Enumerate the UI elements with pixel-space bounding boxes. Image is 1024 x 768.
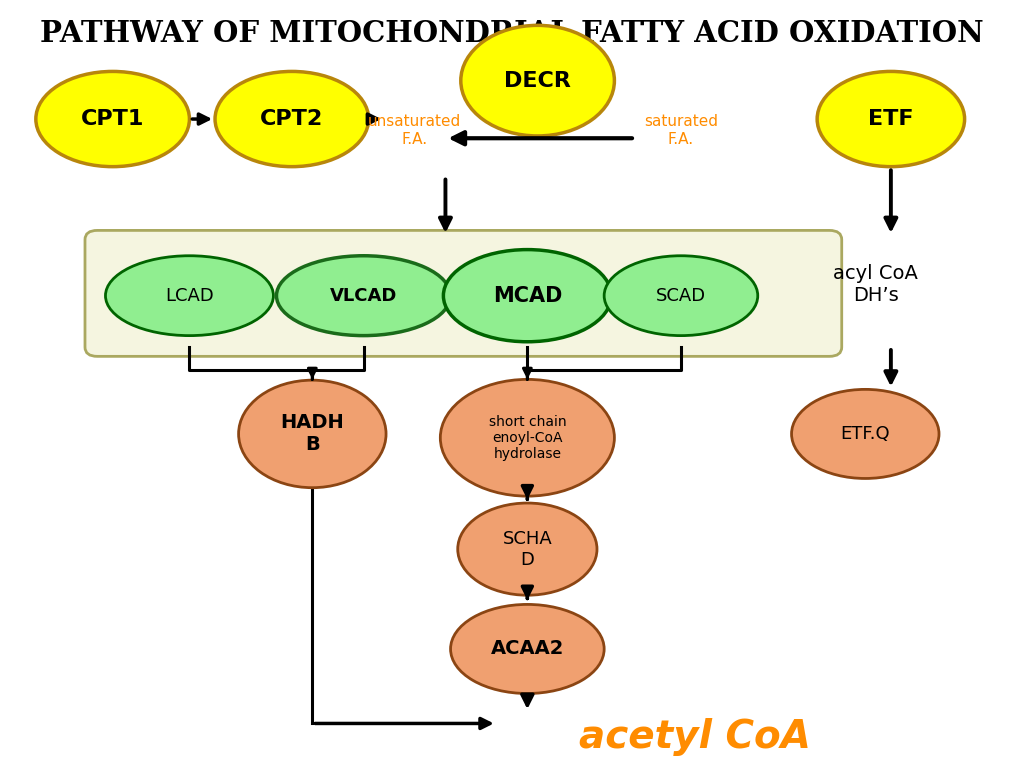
Text: ETF.Q: ETF.Q [841,425,890,443]
Text: acyl CoA
DH’s: acyl CoA DH’s [834,263,918,305]
Ellipse shape [440,379,614,496]
Ellipse shape [36,71,189,167]
Text: short chain
enoyl-CoA
hydrolase: short chain enoyl-CoA hydrolase [488,415,566,461]
Text: CPT2: CPT2 [260,109,324,129]
Ellipse shape [458,503,597,595]
Ellipse shape [461,25,614,136]
Ellipse shape [443,250,611,342]
Text: SCHA
D: SCHA D [503,530,552,568]
Text: saturated
F.A.: saturated F.A. [644,114,718,147]
Text: SCAD: SCAD [656,286,706,305]
Text: HADH
B: HADH B [281,413,344,455]
Text: VLCAD: VLCAD [330,286,397,305]
FancyBboxPatch shape [85,230,842,356]
Text: PATHWAY OF MITOCHONDRIAL FATTY ACID OXIDATION: PATHWAY OF MITOCHONDRIAL FATTY ACID OXID… [40,19,984,48]
Ellipse shape [105,256,273,336]
Ellipse shape [817,71,965,167]
Text: LCAD: LCAD [165,286,214,305]
Text: ETF: ETF [868,109,913,129]
Ellipse shape [239,380,386,488]
Ellipse shape [792,389,939,478]
Text: CPT1: CPT1 [81,109,144,129]
Text: MCAD: MCAD [493,286,562,306]
Text: unsaturated
F.A.: unsaturated F.A. [368,114,462,147]
Ellipse shape [451,604,604,694]
Text: ACAA2: ACAA2 [490,640,564,658]
Ellipse shape [604,256,758,336]
Ellipse shape [215,71,369,167]
Text: DECR: DECR [504,71,571,91]
Text: acetyl CoA: acetyl CoA [579,718,810,756]
Ellipse shape [276,256,451,336]
